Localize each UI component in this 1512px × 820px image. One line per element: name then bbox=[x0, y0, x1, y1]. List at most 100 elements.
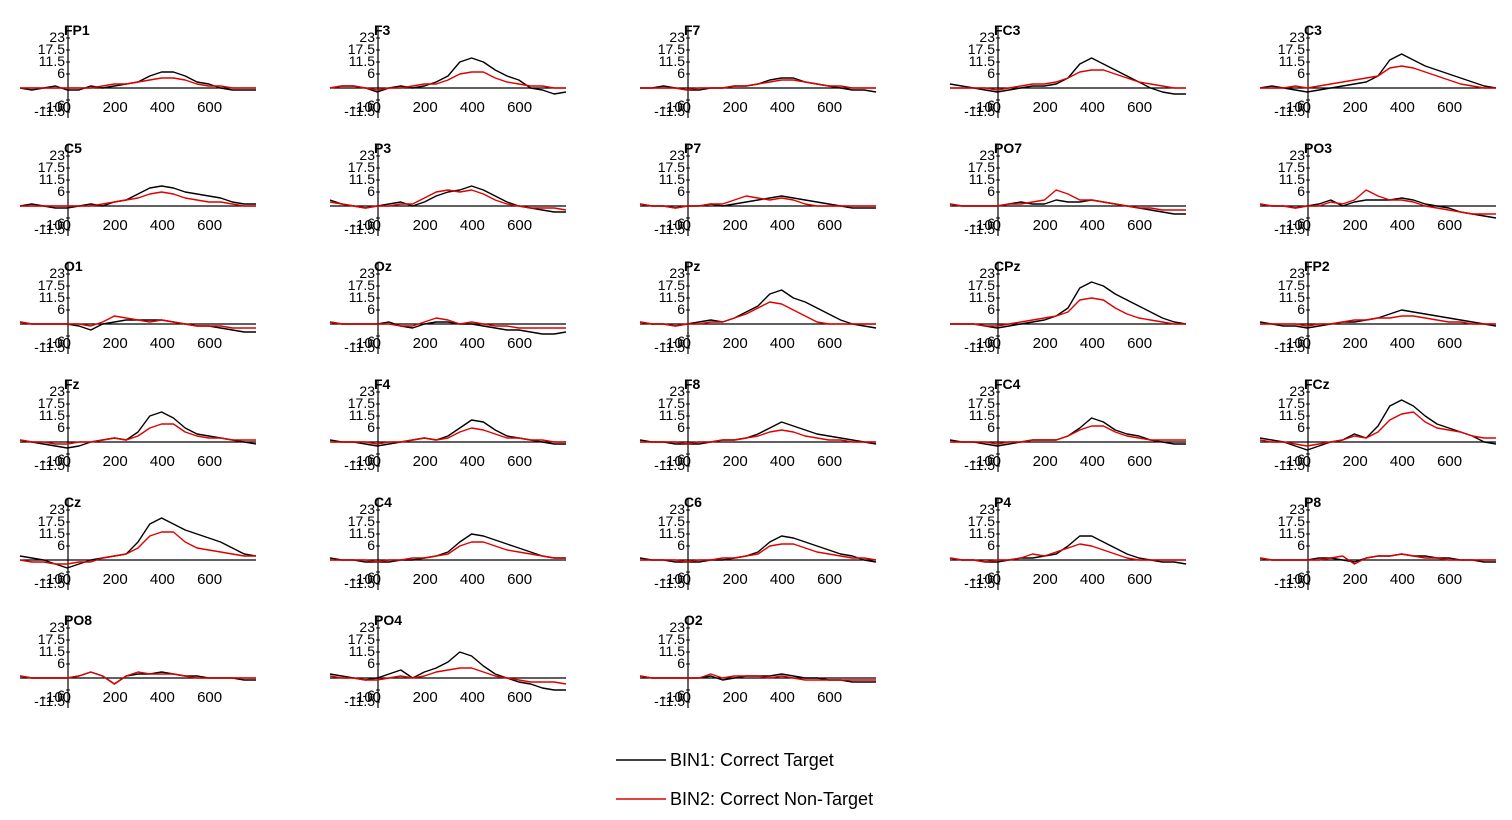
panel-title: Cz bbox=[64, 494, 81, 510]
y-tick-label: -6 bbox=[1293, 333, 1306, 349]
x-tick-label: -100 bbox=[41, 99, 71, 116]
y-tick-label: -11.5 bbox=[964, 221, 995, 237]
x-tick-label: 600 bbox=[507, 99, 532, 116]
y-tick-label: 23 bbox=[49, 383, 65, 399]
panel-title: FC3 bbox=[994, 22, 1021, 38]
legend-label-bin1: BIN1: Correct Target bbox=[670, 750, 834, 770]
y-tick-label: -6 bbox=[673, 451, 686, 467]
x-tick-label: 600 bbox=[1127, 99, 1152, 116]
y-tick-label: -6 bbox=[1293, 569, 1306, 585]
y-tick-label: 6 bbox=[57, 655, 65, 671]
x-tick-label: 200 bbox=[1033, 335, 1058, 352]
y-tick-label: -6 bbox=[983, 333, 996, 349]
y-tick-label: -6 bbox=[363, 333, 376, 349]
x-tick-label: 400 bbox=[1080, 99, 1105, 116]
panel-title: FP1 bbox=[64, 22, 90, 38]
panel-title: C3 bbox=[1304, 22, 1322, 38]
panel-title: Oz bbox=[374, 258, 392, 274]
y-tick-label: -6 bbox=[53, 215, 66, 231]
series-line-bin2-correct-non-target bbox=[330, 541, 566, 563]
y-tick-label: -11.5 bbox=[654, 575, 685, 591]
panel-title: F4 bbox=[374, 376, 391, 392]
x-tick-label: 600 bbox=[507, 571, 532, 588]
x-tick-label: 600 bbox=[197, 571, 222, 588]
x-tick-label: 400 bbox=[770, 99, 795, 116]
y-tick-label: -11.5 bbox=[344, 693, 375, 709]
y-tick-label: 11.5 bbox=[39, 407, 65, 423]
y-tick-label: -11.5 bbox=[34, 693, 65, 709]
y-tick-label: 6 bbox=[987, 419, 995, 435]
y-tick-label: -6 bbox=[1293, 97, 1306, 113]
x-tick-label: -100 bbox=[41, 335, 71, 352]
x-tick-label: 200 bbox=[1343, 453, 1368, 470]
y-tick-label: 11.5 bbox=[1279, 289, 1305, 305]
x-tick-label: 400 bbox=[150, 689, 175, 706]
y-tick-label: 23 bbox=[979, 383, 995, 399]
y-tick-label: 11.5 bbox=[349, 289, 375, 305]
x-tick-label: 200 bbox=[103, 335, 128, 352]
x-tick-label: 600 bbox=[1127, 453, 1152, 470]
y-tick-label: 6 bbox=[677, 65, 685, 81]
panel-title: PO4 bbox=[374, 612, 402, 628]
y-tick-label: 23 bbox=[359, 501, 375, 517]
series-line-bin1-correct-target bbox=[19, 185, 256, 209]
y-tick-label: 17.5 bbox=[38, 159, 65, 175]
y-tick-label: -6 bbox=[363, 687, 376, 703]
x-tick-label: 600 bbox=[1437, 335, 1462, 352]
x-tick-label: -100 bbox=[351, 689, 381, 706]
series-line-bin2-correct-non-target bbox=[20, 77, 256, 89]
series-line-bin2-correct-non-target bbox=[19, 671, 256, 685]
panel-title: P7 bbox=[684, 140, 701, 156]
y-tick-label: 6 bbox=[677, 183, 685, 199]
y-tick-label: 6 bbox=[367, 301, 375, 317]
y-tick-label: 23 bbox=[669, 383, 685, 399]
y-tick-label: 11.5 bbox=[39, 53, 65, 69]
x-tick-label: 600 bbox=[1127, 571, 1152, 588]
y-tick-label: 17.5 bbox=[348, 277, 375, 293]
y-tick-label: 6 bbox=[987, 537, 995, 553]
x-tick-label: 600 bbox=[507, 689, 532, 706]
x-tick-label: 600 bbox=[817, 689, 842, 706]
y-tick-label: 23 bbox=[359, 383, 375, 399]
series-line-bin2-correct-non-target bbox=[950, 425, 1186, 445]
y-tick-label: -11.5 bbox=[344, 103, 375, 119]
x-tick-label: 600 bbox=[817, 571, 842, 588]
x-tick-label: 600 bbox=[197, 335, 222, 352]
y-tick-label: -11.5 bbox=[654, 457, 685, 473]
y-tick-label: 23 bbox=[359, 265, 375, 281]
y-tick-label: -6 bbox=[983, 451, 996, 467]
y-tick-label: 17.5 bbox=[348, 631, 375, 647]
x-tick-label: 200 bbox=[103, 571, 128, 588]
y-tick-label: 17.5 bbox=[658, 41, 685, 57]
x-tick-label: -100 bbox=[661, 335, 691, 352]
series-line-bin2-correct-non-target bbox=[639, 301, 876, 327]
y-tick-label: 11.5 bbox=[39, 525, 65, 541]
y-tick-label: 11.5 bbox=[659, 289, 685, 305]
y-tick-label: -11.5 bbox=[654, 221, 685, 237]
y-tick-label: 23 bbox=[49, 501, 65, 517]
x-tick-label: -100 bbox=[1281, 217, 1311, 234]
x-tick-label: 200 bbox=[1033, 453, 1058, 470]
x-tick-label: 600 bbox=[197, 99, 222, 116]
y-tick-label: -11.5 bbox=[964, 575, 995, 591]
panel-title: F3 bbox=[374, 22, 391, 38]
y-tick-label: 6 bbox=[677, 301, 685, 317]
y-tick-label: -11.5 bbox=[34, 103, 65, 119]
x-tick-label: 600 bbox=[507, 453, 532, 470]
y-tick-label: -11.5 bbox=[34, 457, 65, 473]
y-tick-label: 17.5 bbox=[348, 513, 375, 529]
y-tick-label: 11.5 bbox=[349, 643, 375, 659]
y-tick-label: -6 bbox=[983, 215, 996, 231]
y-tick-label: -6 bbox=[53, 97, 66, 113]
x-tick-label: 400 bbox=[1080, 571, 1105, 588]
x-tick-label: 200 bbox=[413, 453, 438, 470]
